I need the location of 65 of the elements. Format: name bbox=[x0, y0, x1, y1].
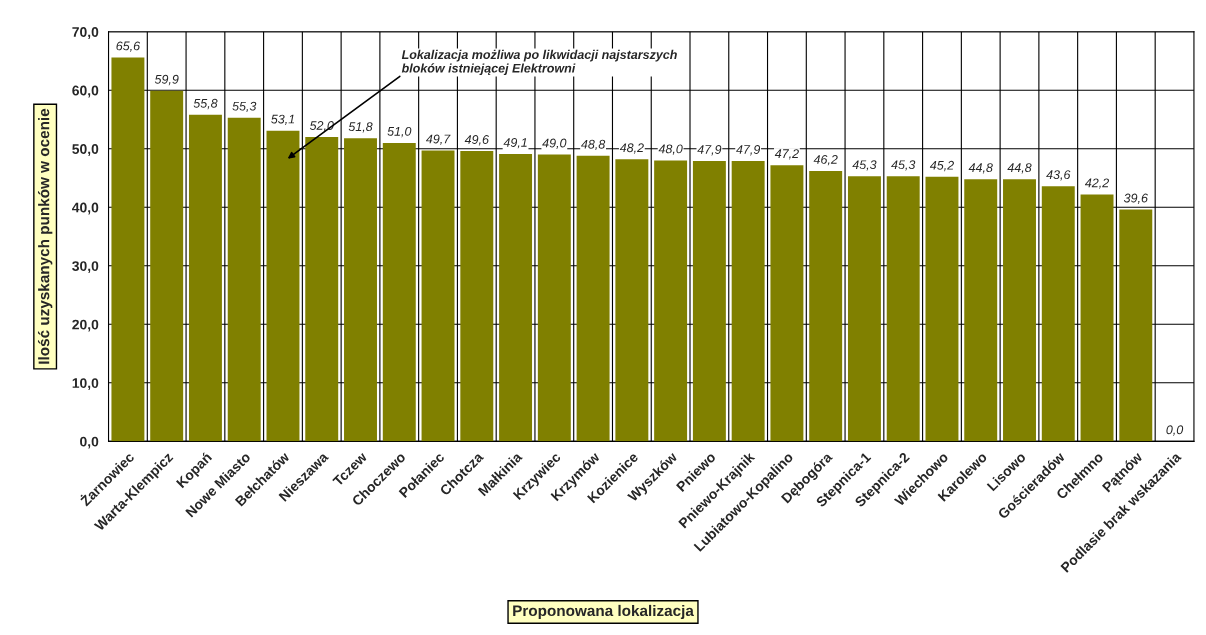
data-label: 55,8 bbox=[193, 98, 218, 110]
y-axis-title: Ilość uzyskanych punków w ocenie bbox=[37, 108, 53, 364]
data-label: 49,6 bbox=[464, 135, 489, 146]
bar bbox=[188, 114, 222, 442]
data-label: 43,6 bbox=[1046, 170, 1071, 181]
bar bbox=[576, 155, 610, 442]
data-label: 48,2 bbox=[619, 143, 644, 154]
data-label: 0,0 bbox=[1166, 425, 1184, 436]
bar bbox=[847, 176, 881, 442]
data-label: 49,1 bbox=[503, 138, 527, 149]
bar bbox=[1080, 194, 1114, 442]
bar bbox=[382, 142, 416, 442]
bar bbox=[692, 161, 726, 442]
bar bbox=[537, 154, 571, 442]
data-label: 45,3 bbox=[852, 160, 877, 171]
data-label: 55,3 bbox=[232, 101, 257, 113]
bar bbox=[460, 151, 494, 442]
bar bbox=[654, 160, 688, 442]
data-label: 65,6 bbox=[116, 41, 141, 52]
y-tick-label: 10,0 bbox=[72, 378, 99, 390]
bar bbox=[227, 117, 261, 442]
bar bbox=[886, 176, 920, 442]
bar bbox=[421, 150, 455, 442]
bar bbox=[1003, 179, 1036, 442]
bar bbox=[964, 179, 998, 442]
bar bbox=[111, 57, 145, 442]
y-tick-label: 20,0 bbox=[72, 319, 99, 332]
bar bbox=[925, 176, 959, 442]
bar bbox=[809, 171, 843, 442]
data-label: 53,1 bbox=[271, 114, 295, 125]
data-label: 42,2 bbox=[1084, 178, 1110, 189]
data-label: 44,8 bbox=[1007, 163, 1032, 174]
bar bbox=[150, 90, 184, 442]
bar bbox=[266, 130, 300, 442]
y-tick-label: 50,0 bbox=[72, 144, 99, 156]
bar bbox=[499, 154, 533, 442]
y-tick-label: 30,0 bbox=[72, 261, 99, 273]
bar bbox=[1119, 209, 1153, 442]
y-tick-label: 70,0 bbox=[72, 27, 99, 39]
bar bbox=[305, 137, 339, 442]
data-label: 47,9 bbox=[736, 145, 761, 156]
data-label: 48,0 bbox=[658, 144, 683, 155]
y-tick-label: 40,0 bbox=[72, 202, 99, 215]
data-label: 51,8 bbox=[348, 122, 373, 133]
data-label: 47,9 bbox=[697, 145, 722, 156]
bar bbox=[344, 138, 377, 442]
bar bbox=[770, 165, 804, 442]
data-label: 44,8 bbox=[968, 163, 993, 174]
annotation: Lokalizacja możliwa po likwidacji najstarszych bloków istniejącej Elektrowni bbox=[401, 49, 677, 76]
bar bbox=[1041, 186, 1075, 442]
bar bbox=[615, 159, 649, 442]
y-tick-label: 0,0 bbox=[80, 436, 99, 449]
data-label: 49,0 bbox=[542, 138, 567, 149]
y-tick-label: 60,0 bbox=[72, 85, 99, 98]
data-label: 51,0 bbox=[387, 126, 412, 138]
data-label: 46,2 bbox=[813, 155, 838, 166]
x-axis-title: Proponowana lokalizacja bbox=[513, 604, 694, 620]
data-label: 39,6 bbox=[1123, 193, 1148, 204]
data-label: 47,2 bbox=[774, 149, 799, 160]
data-label: 45,2 bbox=[929, 160, 954, 172]
data-label: 48,8 bbox=[581, 139, 606, 151]
bar bbox=[731, 161, 765, 442]
data-label: 45,3 bbox=[891, 160, 916, 171]
data-label: 49,7 bbox=[425, 134, 451, 145]
data-label: 59,9 bbox=[154, 74, 179, 86]
